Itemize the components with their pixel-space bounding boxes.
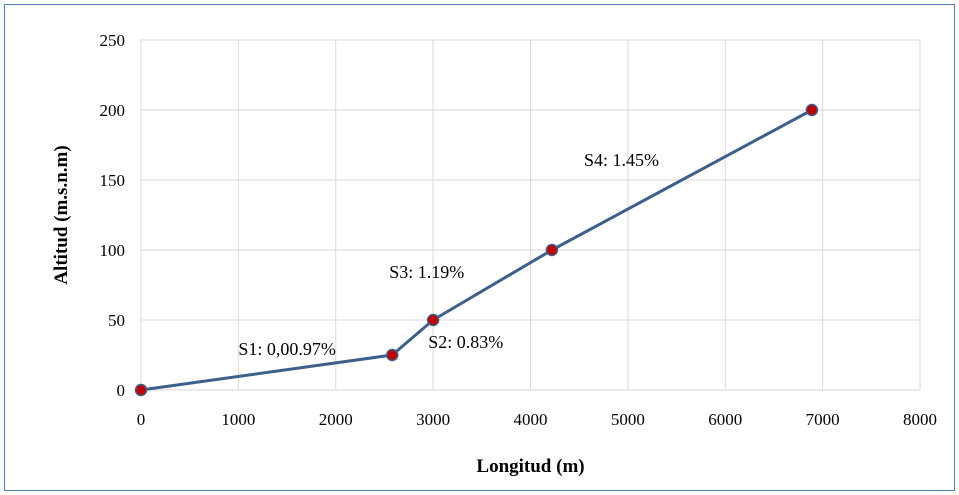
y-axis-title: Altitud (m.s.n.m) (51, 145, 72, 284)
x-tick-label-3: 3000 (416, 410, 450, 429)
annotation-3: S3: 1.19% (389, 262, 464, 282)
y-tick-label-3: 150 (100, 171, 126, 190)
x-tick-label-4: 4000 (514, 410, 548, 429)
x-axis-title: Longitud (m) (476, 456, 584, 477)
y-tick-label-0: 0 (117, 381, 126, 400)
x-tick-label-8: 8000 (903, 410, 937, 429)
y-tick-label-4: 200 (100, 101, 126, 120)
data-point-4 (805, 103, 819, 117)
annotation-4: S4: 1.45% (584, 150, 659, 170)
y-tick-label-1: 50 (108, 311, 125, 330)
x-tick-label-6: 6000 (708, 410, 742, 429)
chart-frame (4, 4, 955, 491)
data-point-2 (426, 313, 440, 327)
x-tick-label-2: 2000 (319, 410, 353, 429)
x-tick-label-5: 5000 (611, 410, 645, 429)
y-tick-label-2: 100 (100, 241, 126, 260)
data-point-1 (385, 348, 399, 362)
x-tick-label-7: 7000 (806, 410, 840, 429)
tick-labels: 0 1000 2000 3000 4000 5000 6000 7000 8000 0 50 100 1… (100, 31, 938, 429)
grid (140, 39, 921, 391)
x-tick-label-0: 0 (137, 410, 146, 429)
series (134, 103, 819, 397)
data-point-3 (545, 243, 559, 257)
annotation-1: S1: 0,00.97% (238, 339, 336, 359)
x-tick-label-1: 1000 (221, 410, 255, 429)
y-tick-label-5: 250 (100, 31, 126, 50)
annotation-2: S2: 0.83% (428, 332, 503, 352)
annotations: S1: 0,00.97% S2: 0.83% S3: 1.19% S4: 1.45% (238, 150, 659, 359)
data-point-0 (134, 383, 148, 397)
